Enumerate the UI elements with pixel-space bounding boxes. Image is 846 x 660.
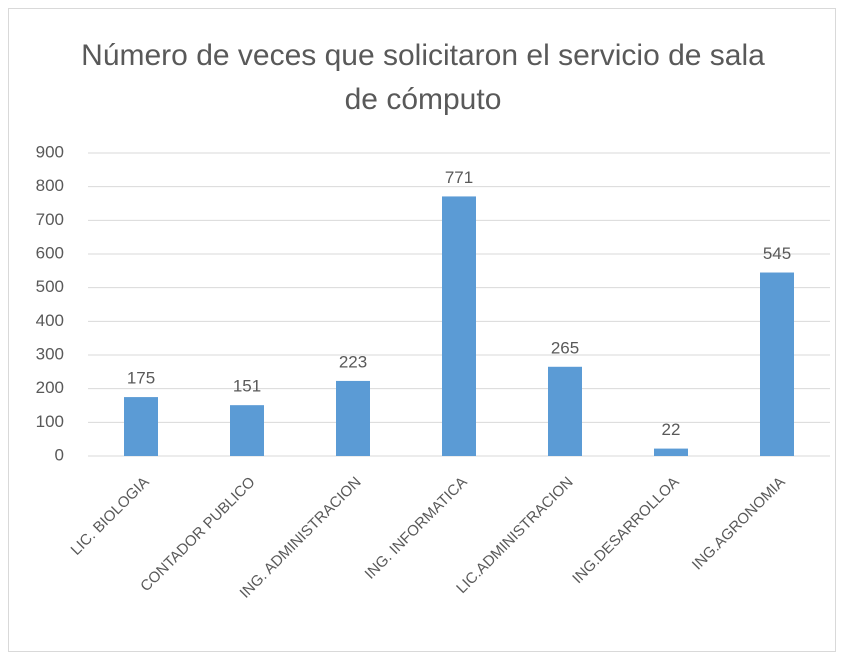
y-tick-label: 200: [36, 378, 64, 397]
data-label: 223: [339, 352, 367, 371]
y-tick-label: 300: [36, 344, 64, 363]
x-tick-label: LIC.ADMINISTRACION: [453, 474, 576, 597]
x-tick-label: CONTADOR PUBLICO: [137, 474, 258, 595]
y-tick-label: 100: [36, 412, 64, 431]
bar: [654, 448, 688, 456]
data-label: 22: [662, 420, 681, 439]
data-label: 151: [233, 377, 261, 396]
y-tick-label: 800: [36, 176, 64, 195]
bar: [336, 380, 370, 456]
y-tick-label: 0: [55, 445, 64, 464]
y-tick-label: 400: [36, 311, 64, 330]
bar: [760, 272, 794, 456]
y-tick-label: 700: [36, 210, 64, 229]
y-tick-label: 900: [36, 142, 64, 161]
x-tick-label: ING. ADMINISTRACION: [237, 474, 365, 602]
y-tick-label: 600: [36, 243, 64, 262]
bar: [442, 196, 476, 456]
chart-frame: [8, 8, 836, 652]
x-tick-label: ING. INFORMATICA: [362, 474, 471, 583]
x-tick-label: ING.DESARROLLOA: [569, 474, 682, 587]
data-label: 175: [127, 369, 155, 388]
data-label: 265: [551, 338, 579, 357]
bar: [548, 366, 582, 456]
data-label: 545: [763, 244, 791, 263]
data-label: 771: [445, 168, 473, 187]
x-tick-label: ING.AGRONOMIA: [689, 474, 789, 574]
x-tick-label: LIC. BIOLOGIA: [68, 474, 153, 559]
chart-title: Número de veces que solicitaron el servi…: [81, 39, 765, 116]
y-tick-label: 500: [36, 277, 64, 296]
bar: [124, 397, 158, 456]
bar: [230, 405, 264, 456]
